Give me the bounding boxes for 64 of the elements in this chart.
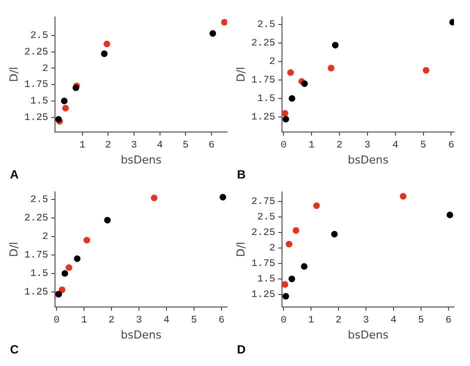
x-tick-label: 3: [364, 140, 370, 152]
x-tick-label: 3: [136, 315, 142, 326]
x-tick-label: 6: [218, 315, 225, 326]
x-tick-label: 5: [420, 140, 426, 152]
x-tick-label: 4: [392, 140, 398, 152]
x-tick-label: 1: [308, 140, 315, 152]
y-tick-label: 2.25: [251, 228, 276, 239]
y-tick-label: 1.5: [30, 269, 48, 280]
y-tick-label: 2.25: [24, 47, 48, 58]
y-axis-title: D/l: [7, 66, 20, 82]
y-axis-title: D/l: [234, 242, 248, 258]
y-axis-title: D/l: [234, 66, 248, 82]
x-axis-title: bsDens: [120, 153, 162, 166]
y-tick-label: 2: [42, 64, 48, 75]
y-tick-label: 2.25: [251, 38, 276, 50]
x-tick-label: 3: [130, 140, 138, 152]
y-tick-label: 1.75: [251, 76, 276, 87]
y-tick-label: 1.75: [251, 259, 276, 270]
text: B: [237, 167, 246, 182]
y-tick-label: 2.5: [257, 20, 276, 32]
x-axis-title: bsDens: [348, 328, 389, 342]
x-tick-label: 0: [280, 315, 287, 326]
y-tick-label: 1.75: [24, 250, 48, 262]
x-tick-label: 6: [445, 315, 452, 326]
x-tick-label: 5: [182, 140, 189, 152]
x-tick-label: 0: [280, 140, 287, 152]
x-tick-label: 4: [390, 315, 397, 326]
x-tick-label: 0: [54, 315, 60, 326]
x-tick-label: 4: [156, 140, 163, 152]
x-axis-title: bsDens: [120, 328, 162, 342]
y-tick-label: 2.5: [257, 212, 276, 224]
x-tick-label: 5: [191, 315, 198, 326]
y-tick-label: 1.25: [24, 113, 48, 124]
y-axis-title: D/l: [7, 242, 20, 258]
y-tick-label: 1.5: [30, 96, 48, 108]
text: D: [237, 342, 246, 356]
x-tick-label: 4: [164, 315, 170, 326]
y-tick-label: 2: [42, 232, 48, 244]
x-tick-label: 6: [448, 140, 454, 152]
x-tick-label: 2: [336, 140, 342, 152]
y-tick-label: 1.5: [257, 274, 276, 286]
text: C: [10, 342, 19, 356]
y-tick-label: 1.5: [257, 94, 276, 106]
x-tick-label: 2: [108, 315, 115, 326]
x-tick-label: 6: [208, 140, 215, 152]
x-tick-label: 2: [105, 140, 112, 152]
y-tick-label: 2.75: [251, 196, 276, 208]
x-axis-title: bsDens: [348, 153, 389, 166]
text: A: [10, 167, 19, 182]
y-tick-label: 2.5: [30, 195, 48, 206]
y-tick-label: 1.25: [24, 288, 48, 299]
y-tick-label: 2: [269, 243, 276, 254]
y-tick-label: 1.25: [251, 112, 276, 124]
y-tick-label: 2: [269, 57, 276, 68]
x-tick-label: 1: [308, 315, 314, 326]
x-tick-label: 2: [336, 315, 342, 326]
x-tick-label: 5: [418, 315, 424, 326]
y-tick-label: 1.75: [24, 80, 48, 92]
x-tick-label: 1: [79, 140, 86, 152]
x-tick-label: 1: [81, 315, 88, 326]
y-tick-label: 2.5: [30, 31, 48, 42]
x-tick-label: 3: [363, 315, 370, 326]
y-tick-label: 1.25: [251, 290, 276, 302]
y-tick-label: 2.25: [24, 214, 48, 225]
